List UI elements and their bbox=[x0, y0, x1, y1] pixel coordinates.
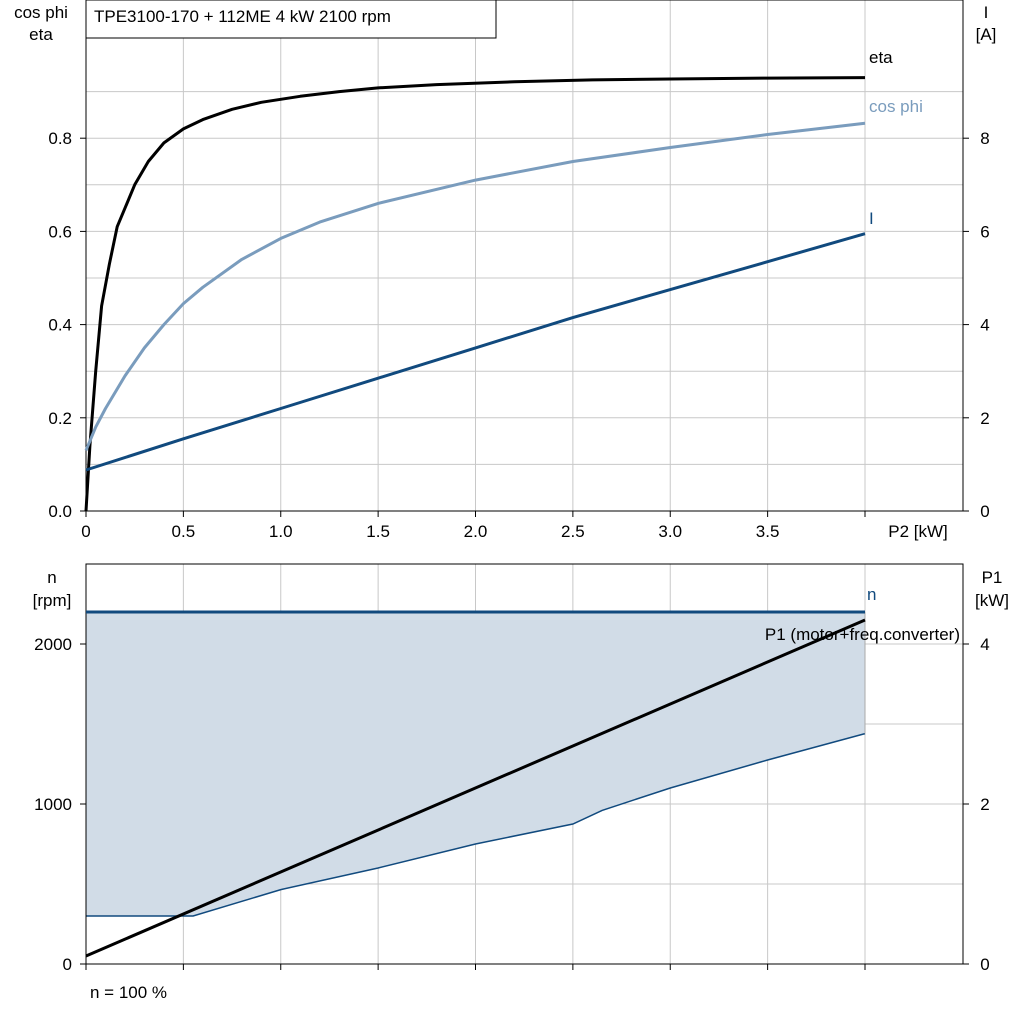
top-yr-tick-label: 8 bbox=[980, 129, 989, 148]
top-yl-tick-label: 0.2 bbox=[48, 409, 72, 428]
bottom-yl-tick-label: 2000 bbox=[34, 635, 72, 654]
bottom-yr-tick-label: 2 bbox=[980, 795, 989, 814]
series-line-eta bbox=[84, 76, 866, 512]
top-yl-tick-label: 0.4 bbox=[48, 316, 72, 335]
top-grid bbox=[85, 0, 963, 512]
bottom-series bbox=[85, 610, 866, 958]
top-x-tick-label: 1.0 bbox=[269, 522, 293, 541]
series-label-eta: eta bbox=[869, 48, 893, 67]
bottom-x-ticks bbox=[85, 964, 866, 970]
top-plot-frame bbox=[85, 0, 964, 512]
top-chart: 0 0.5 1.0 1.5 2.0 2.5 3.0 3.5 0.0 0.2 0.4 0.6 0.8 0… bbox=[14, 0, 996, 541]
top-yr-tick-label: 2 bbox=[980, 409, 989, 428]
series-label-current: I bbox=[869, 209, 874, 228]
bottom-right-axis-label-1: P1 bbox=[982, 568, 1003, 587]
top-series bbox=[84, 76, 866, 512]
top-right-axis-label-1: I bbox=[984, 3, 989, 22]
chart-title-box bbox=[85, 0, 497, 39]
series-line-current bbox=[85, 232, 866, 472]
top-x-tick-label: 2.5 bbox=[561, 522, 585, 541]
top-x-axis-label: P2 [kW] bbox=[888, 522, 948, 541]
bottom-chart: 0 1000 2000 0 2 4 n [rpm] P1 [kW] n P1 (moto… bbox=[33, 563, 1009, 1002]
bottom-y-right-ticks: 0 2 4 bbox=[963, 635, 990, 974]
series-line-p1 bbox=[85, 618, 866, 958]
bottom-right-axis-label-2: [kW] bbox=[975, 591, 1009, 610]
top-yr-tick-label: 4 bbox=[980, 316, 989, 335]
top-x-tick-label: 0 bbox=[81, 522, 90, 541]
series-label-cosphi: cos phi bbox=[869, 97, 923, 116]
top-x-tick-label: 3.0 bbox=[658, 522, 682, 541]
top-yr-tick-label: 6 bbox=[980, 222, 989, 241]
bottom-plot-frame bbox=[85, 563, 964, 965]
top-y-left-ticks: 0.0 0.2 0.4 0.6 0.8 bbox=[48, 129, 86, 521]
top-left-axis-label-2: eta bbox=[29, 25, 53, 44]
bottom-yl-tick-label: 0 bbox=[63, 955, 72, 974]
bottom-band bbox=[86, 612, 866, 917]
operating-range-band bbox=[86, 612, 865, 916]
series-label-p1: P1 (motor+freq.converter) bbox=[765, 625, 960, 644]
series-label-speed: n bbox=[867, 585, 876, 604]
top-yr-tick-label: 0 bbox=[980, 502, 989, 521]
top-y-right-ticks: 0 2 4 6 8 bbox=[963, 129, 990, 521]
top-left-axis-label-1: cos phi bbox=[14, 3, 68, 22]
bottom-left-axis-label-2: [rpm] bbox=[33, 591, 72, 610]
operating-range-lower-edge bbox=[86, 732, 866, 917]
top-x-tick-label: 1.5 bbox=[366, 522, 390, 541]
series-line-cosphi bbox=[84, 121, 866, 451]
top-yl-tick-label: 0.6 bbox=[48, 222, 72, 241]
top-x-ticks: 0 0.5 1.0 1.5 2.0 2.5 3.0 3.5 bbox=[81, 511, 866, 541]
footnote-speed: n = 100 % bbox=[90, 983, 167, 1002]
chart-title: TPE3100-170 + 112ME 4 kW 2100 rpm bbox=[94, 7, 391, 26]
bottom-yr-tick-label: 0 bbox=[980, 955, 989, 974]
top-yl-tick-label: 0.8 bbox=[48, 129, 72, 148]
bottom-yr-tick-label: 4 bbox=[980, 635, 989, 654]
bottom-yl-tick-label: 1000 bbox=[34, 795, 72, 814]
bottom-left-axis-label-1: n bbox=[47, 568, 56, 587]
top-x-tick-label: 2.0 bbox=[464, 522, 488, 541]
top-right-axis-label-2: [A] bbox=[976, 25, 997, 44]
top-x-tick-label: 0.5 bbox=[172, 522, 196, 541]
top-yl-tick-label: 0.0 bbox=[48, 502, 72, 521]
top-x-tick-label: 3.5 bbox=[756, 522, 780, 541]
bottom-y-left-ticks: 0 1000 2000 bbox=[34, 635, 86, 974]
